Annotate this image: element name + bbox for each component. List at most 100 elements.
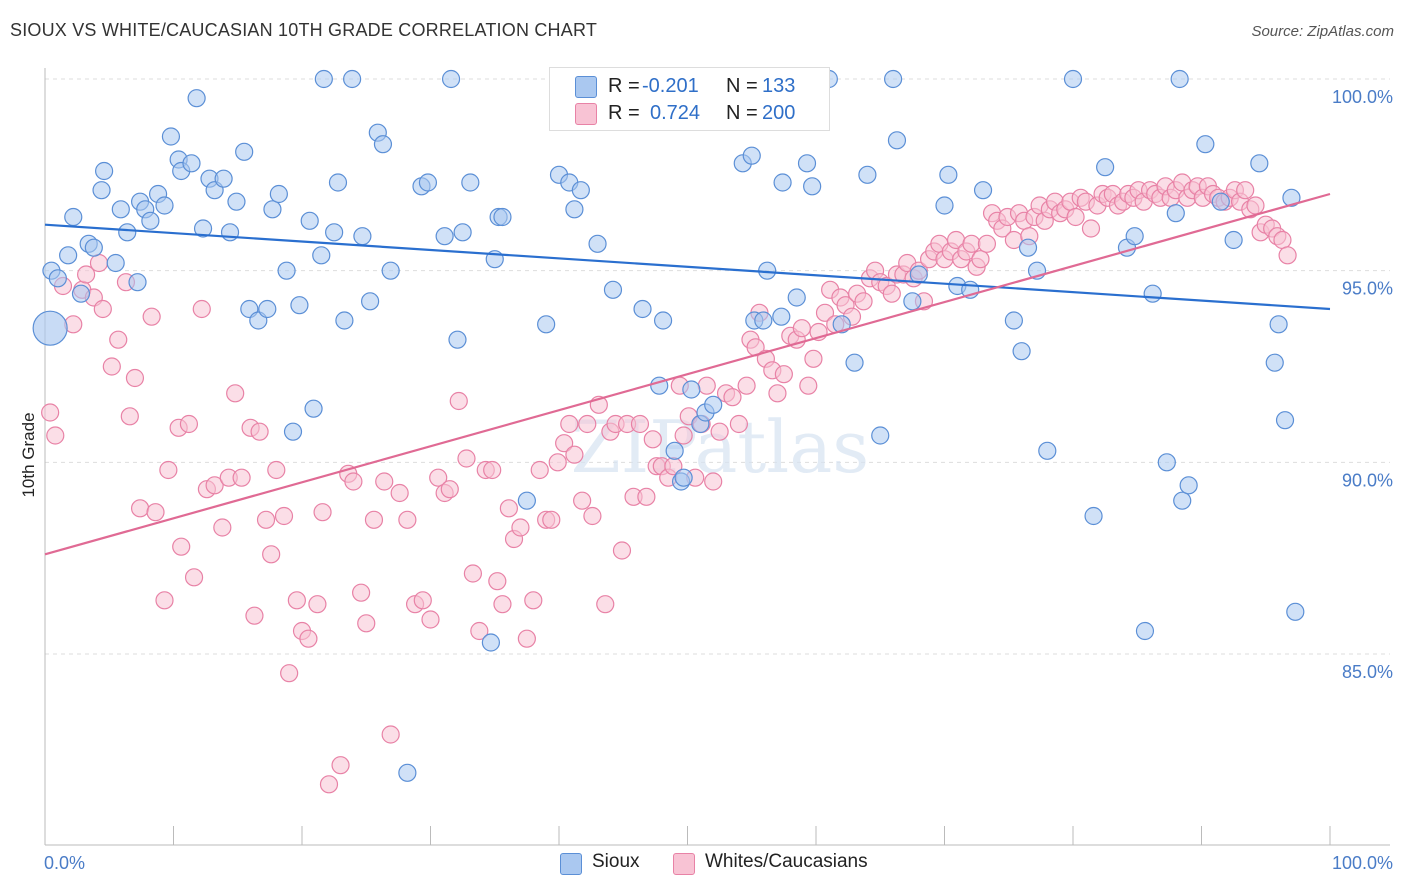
point-sioux (193, 219, 213, 238)
legend-r-label: R = (608, 75, 640, 97)
trend-line-whites (44, 192, 1331, 556)
point-whites (331, 756, 350, 775)
point-whites (723, 388, 742, 407)
point-whites (250, 422, 269, 441)
point-sioux (1269, 315, 1288, 334)
series-whites-caucasians (41, 173, 1297, 794)
point-sioux (328, 173, 348, 192)
point-whites (977, 234, 997, 253)
point-sioux (128, 273, 147, 292)
point-sioux (1063, 69, 1083, 89)
point-sioux (871, 426, 890, 445)
point-sioux (565, 200, 584, 219)
point-sioux (603, 280, 623, 299)
point-sioux (398, 763, 417, 782)
point-whites (962, 234, 981, 253)
legend-row-sioux: R = -0.201 N = 133 (550, 74, 829, 100)
bottom-legend-swatch-whites (673, 853, 695, 875)
point-sioux (571, 181, 590, 200)
point-whites (364, 510, 384, 529)
point-sioux (1166, 204, 1185, 223)
point-whites (565, 445, 584, 464)
legend-r-label: R = (608, 102, 640, 124)
y-axis-title: 10th Grade (19, 412, 38, 497)
point-whites (421, 610, 440, 629)
point-whites (308, 595, 327, 614)
point-sioux (832, 315, 851, 334)
tick-labels: 85.0% 90.0% 95.0% 100.0% 0.0% 100.0% (44, 87, 1393, 873)
point-sioux (887, 131, 907, 150)
point-sioux (1084, 506, 1103, 526)
point-sioux (772, 307, 791, 326)
point-sioux (493, 207, 512, 227)
legend-r-value: 0.724 (650, 102, 701, 124)
point-sioux (118, 223, 137, 242)
point-whites (449, 391, 468, 411)
point-whites (882, 284, 901, 303)
point-sioux (1125, 227, 1144, 246)
legend-n-value: 133 (762, 75, 796, 97)
point-sioux (1286, 602, 1305, 621)
point-sioux (903, 292, 922, 311)
point-whites (93, 299, 112, 319)
point-sioux (435, 227, 454, 246)
point-sioux (263, 200, 282, 219)
point-sioux (361, 292, 380, 311)
point-whites (499, 499, 518, 518)
point-sioux (277, 261, 296, 280)
point-whites (511, 518, 530, 537)
point-sioux (1135, 621, 1155, 641)
point-whites (381, 725, 400, 744)
point-sioux (141, 211, 160, 230)
point-sioux (461, 173, 480, 192)
point-whites (287, 591, 306, 610)
point-sioux (1004, 311, 1023, 330)
point-whites (560, 414, 579, 434)
point-whites (463, 564, 483, 583)
point-whites (102, 357, 121, 376)
source-note: Source: ZipAtlas.com (1251, 23, 1394, 40)
point-whites (729, 414, 749, 434)
point-whites (774, 365, 793, 384)
point-sioux (1038, 441, 1057, 460)
point-sioux (682, 380, 701, 399)
point-sioux (1012, 342, 1031, 361)
point-sioux (1275, 411, 1295, 430)
point-whites (457, 449, 476, 468)
point-whites (737, 376, 756, 395)
point-whites (697, 376, 716, 395)
point-sioux (481, 633, 500, 652)
point-sioux (1224, 230, 1243, 250)
point-sioux (704, 395, 723, 414)
point-whites (179, 414, 199, 434)
point-whites (630, 414, 650, 434)
point-whites (470, 621, 489, 641)
point-whites (299, 629, 318, 648)
point-sioux-large (32, 310, 68, 346)
point-sioux (1250, 154, 1269, 173)
point-whites (596, 595, 615, 614)
point-whites (41, 403, 60, 422)
point-sioux (1173, 491, 1192, 510)
trend-lines (44, 192, 1331, 556)
point-sioux (269, 184, 288, 204)
point-whites (1081, 219, 1101, 238)
point-whites (109, 330, 128, 349)
point-sioux (858, 165, 877, 184)
point-sioux (283, 422, 303, 441)
point-sioux (1096, 158, 1115, 177)
point-sioux (381, 261, 400, 280)
point-whites (213, 518, 232, 537)
y-tick-label: 95.0% (1342, 279, 1393, 299)
legend: R = -0.201 N = 133 R = 0.724 N = 200 (549, 67, 830, 131)
legend-swatch-sioux (575, 76, 597, 98)
bottom-legend-label: Whites/Caucasians (705, 851, 868, 872)
point-sioux (773, 173, 792, 192)
point-sioux (92, 181, 111, 200)
point-whites (768, 384, 787, 403)
point-whites (120, 407, 139, 426)
bottom-legend-swatch-sioux (560, 853, 582, 875)
point-sioux (939, 165, 958, 184)
point-sioux (161, 127, 181, 146)
